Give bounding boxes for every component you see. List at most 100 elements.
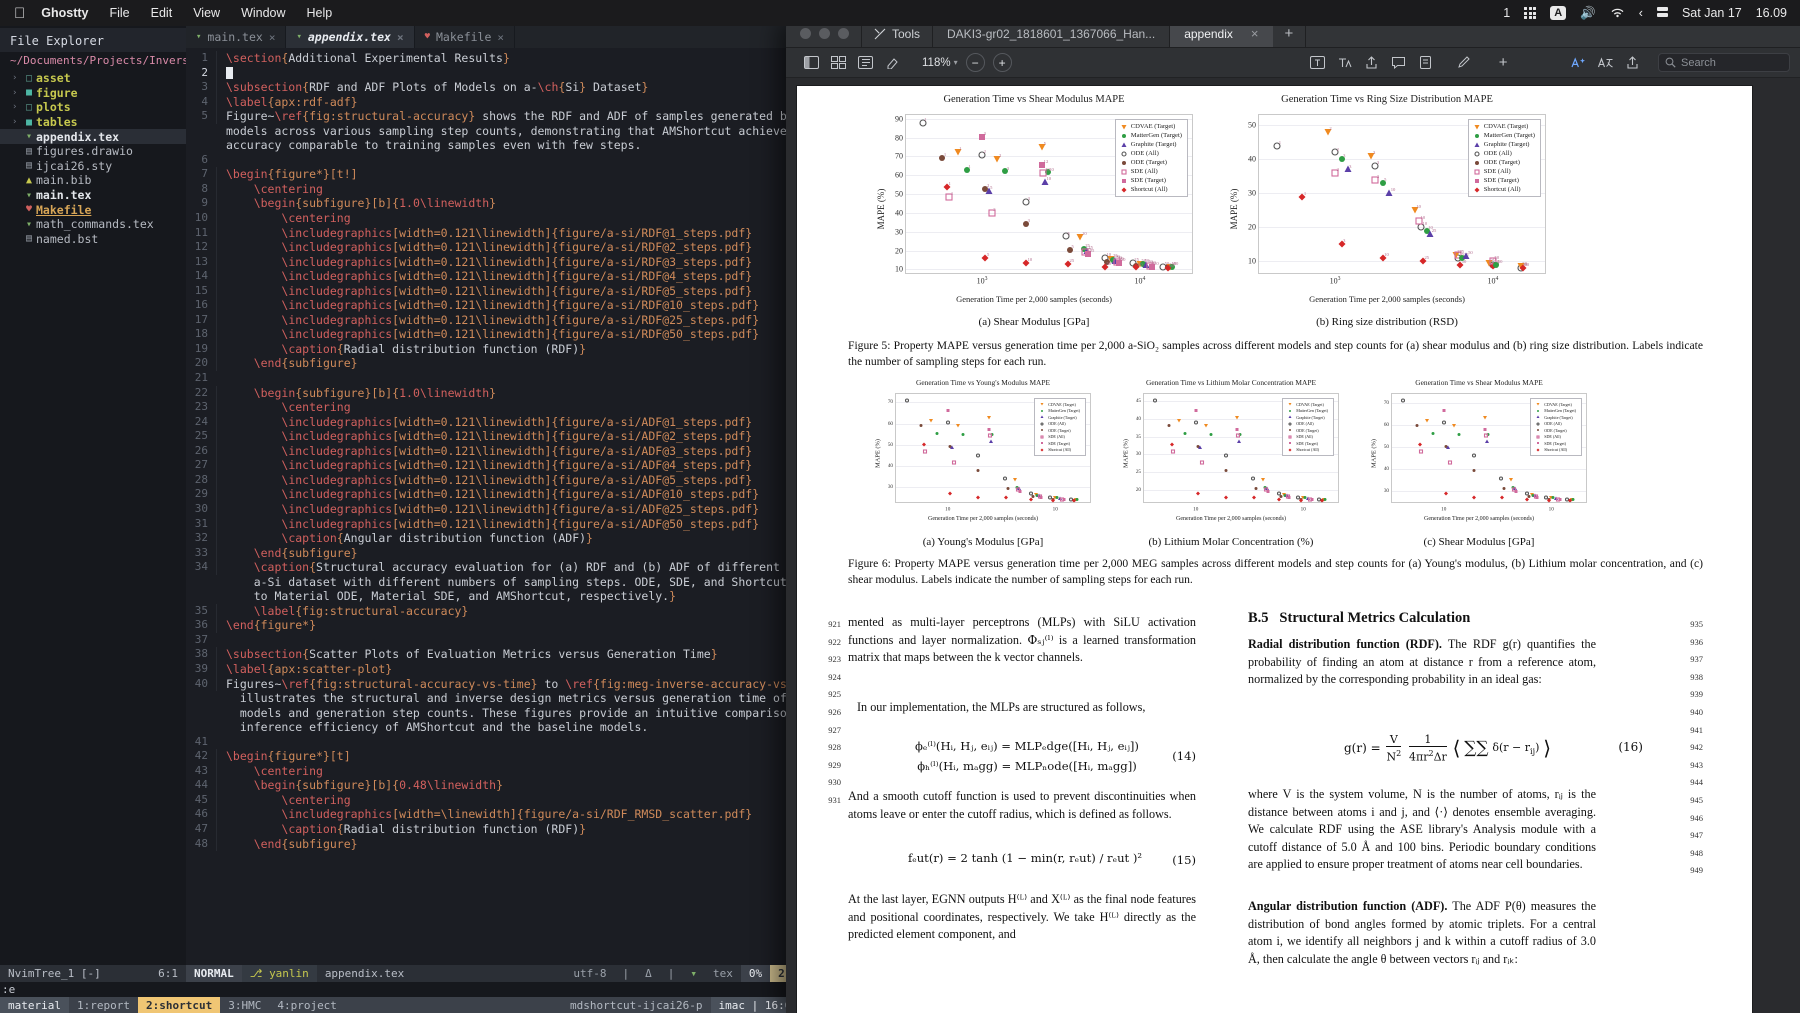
- chevron-right-icon[interactable]: ›: [12, 73, 18, 84]
- tmux-window-4-project[interactable]: 4:project: [277, 998, 337, 1012]
- stacks-icon[interactable]: [1656, 7, 1668, 19]
- ai-sparkle-icon[interactable]: [1565, 48, 1592, 78]
- close-icon[interactable]: ×: [1250, 26, 1259, 41]
- code-line[interactable]: 36 \end{figure*}: [186, 618, 806, 633]
- file-tree-item-tables[interactable]: › ■ tables: [0, 115, 186, 130]
- code-line[interactable]: models and generation step counts. These…: [186, 706, 806, 721]
- close-icon[interactable]: ×: [268, 30, 276, 44]
- code-line[interactable]: 32 \caption{Angular distribution functio…: [186, 531, 806, 546]
- speaker-icon[interactable]: 🔊: [1580, 5, 1596, 20]
- wifi-icon[interactable]: [1610, 7, 1625, 19]
- code-line[interactable]: 22 \begin{subfigure}[b]{1.0\linewidth}: [186, 385, 806, 401]
- code-line[interactable]: 42 \begin{figure*}[t]: [186, 749, 806, 764]
- file-tree-item-figure[interactable]: › ■ figure: [0, 86, 186, 101]
- code-line[interactable]: 10 \centering: [186, 211, 806, 226]
- control-center-chevron-icon[interactable]: ‹: [1638, 6, 1643, 20]
- editor-tab-makefile[interactable]: ♥ Makefile ×: [415, 26, 516, 48]
- plus-icon[interactable]: +: [1284, 25, 1294, 42]
- menu-item-help[interactable]: Help: [295, 6, 333, 20]
- editor-tab-appendix-tex[interactable]: ▾ appendix.tex ×: [286, 26, 415, 48]
- code-line[interactable]: 47 \caption{Radial distribution function…: [186, 821, 806, 837]
- code-line[interactable]: 4 \label{apx:rdf-adf}: [186, 94, 806, 110]
- code-line[interactable]: 23 \centering: [186, 400, 806, 415]
- code-line[interactable]: 21: [186, 371, 806, 386]
- translate-icon[interactable]: [1592, 48, 1619, 78]
- code-line[interactable]: 15 \includegraphics[width=0.121\linewidt…: [186, 283, 806, 299]
- code-line[interactable]: 7 \begin{figure*}[t!]: [186, 167, 806, 182]
- code-line[interactable]: 8 \centering: [186, 181, 806, 197]
- file-tree-item-asset[interactable]: › □ asset: [0, 71, 186, 86]
- file-tree-item-math-commands-tex[interactable]: ▾ math_commands.tex: [0, 217, 186, 232]
- code-line[interactable]: 25 \includegraphics[width=0.121\linewidt…: [186, 429, 806, 444]
- zoom-in-button[interactable]: +: [992, 53, 1012, 72]
- chevron-down-icon[interactable]: ▾: [953, 58, 958, 67]
- code-line[interactable]: inference efficiency of AMShortcut and t…: [186, 720, 806, 735]
- close-icon[interactable]: ×: [497, 30, 505, 44]
- file-tree-item-figures-drawio[interactable]: ▤ figures.drawio: [0, 144, 186, 159]
- tmux-window-2-shortcut[interactable]: 2:shortcut: [137, 997, 221, 1013]
- tmux-session-name[interactable]: material: [0, 997, 69, 1013]
- window-traffic-lights[interactable]: [786, 20, 861, 47]
- code-line[interactable]: 3 \subsection{RDF and ADF Plots of Models…: [186, 80, 806, 95]
- code-line[interactable]: 29 \includegraphics[width=0.121\linewidt…: [186, 487, 806, 502]
- pen-icon[interactable]: [1451, 48, 1478, 78]
- pdf-toolbar[interactable]: 118% ▾ − + + Search: [786, 48, 1800, 78]
- zoom-level-dropdown[interactable]: 118% ▾: [918, 57, 962, 69]
- code-line[interactable]: 26 \includegraphics[width=0.121\linewidt…: [186, 443, 806, 459]
- code-line[interactable]: 44 \begin{subfigure}[b]{0.48\linewidth}: [186, 778, 806, 793]
- text-format-icon[interactable]: [1331, 48, 1358, 78]
- code-line[interactable]: 34 \caption{Structural accuracy evaluati…: [186, 560, 806, 575]
- menu-item-window[interactable]: Window: [229, 6, 285, 20]
- code-line[interactable]: 30 \includegraphics[width=0.121\linewidt…: [186, 501, 806, 517]
- code-line[interactable]: 24 \includegraphics[width=0.121\linewidt…: [186, 414, 806, 430]
- pdf-tab-inactive[interactable]: DAKI3-gr02_1818601_1367066_Han...: [932, 20, 1169, 47]
- code-line[interactable]: 46 \includegraphics[width=\linewidth]{fi…: [186, 807, 806, 822]
- code-line[interactable]: 31 \includegraphics[width=0.121\linewidt…: [186, 516, 806, 532]
- highlight-icon[interactable]: [879, 48, 906, 78]
- zoom-out-button[interactable]: −: [965, 53, 985, 72]
- code-line[interactable]: 43 \centering: [186, 763, 806, 779]
- file-tree-item-main-bib[interactable]: ▲ main.bib: [0, 173, 186, 188]
- plus-icon[interactable]: +: [1498, 54, 1508, 71]
- code-line[interactable]: 38 \subsection{Scatter Plots of Evaluatio…: [186, 647, 806, 662]
- code-line[interactable]: 48 \end{subfigure}: [186, 836, 806, 852]
- code-line[interactable]: 12 \includegraphics[width=0.121\linewidt…: [186, 240, 806, 255]
- close-icon[interactable]: ×: [396, 30, 404, 44]
- code-line[interactable]: 13 \includegraphics[width=0.121\linewidt…: [186, 254, 806, 270]
- apple-logo-icon[interactable]: : [14, 6, 25, 21]
- ghostty-terminal-window[interactable]: File Explorer ~/Documents/Projects/Inver…: [0, 26, 806, 1013]
- menu-item-view[interactable]: View: [181, 6, 220, 20]
- input-source-indicator[interactable]: A: [1550, 6, 1567, 20]
- file-tree-item-main-tex[interactable]: ▾ main.tex: [0, 188, 186, 203]
- code-line[interactable]: 14 \includegraphics[width=0.121\linewidt…: [186, 269, 806, 284]
- code-line[interactable]: 37: [186, 633, 806, 648]
- menu-item-edit[interactable]: Edit: [139, 6, 173, 20]
- code-line[interactable]: 28 \includegraphics[width=0.121\linewidt…: [186, 472, 806, 488]
- code-line[interactable]: to Material ODE, Material SDE, and AMSho…: [186, 589, 806, 604]
- file-tree-item-makefile[interactable]: ♥ Makefile: [0, 202, 186, 217]
- text-select-icon[interactable]: [1304, 48, 1331, 78]
- code-line[interactable]: 39 \label{apx:scatter-plot}: [186, 661, 806, 677]
- code-line[interactable]: 33 \end{subfigure}: [186, 545, 806, 561]
- code-line[interactable]: a-Si dataset with different numbers of s…: [186, 575, 806, 590]
- pdf-viewer-window[interactable]: Tools DAKI3-gr02_1818601_1367066_Han... …: [786, 20, 1800, 1013]
- file-tree-item-ijcai26-sty[interactable]: ▤ ijcai26.sty: [0, 159, 186, 174]
- menu-item-file[interactable]: File: [98, 6, 129, 20]
- thumbnails-icon[interactable]: [825, 48, 852, 78]
- pdf-page[interactable]: Generation Time vs Shear Modulus MAPE MA…: [797, 86, 1752, 1013]
- search-input[interactable]: Search: [1658, 53, 1790, 72]
- code-line[interactable]: 41: [186, 735, 806, 750]
- code-line[interactable]: 18 \includegraphics[width=0.121\linewidt…: [186, 327, 806, 342]
- menubar-clock[interactable]: 16.09: [1755, 6, 1787, 20]
- page-icon[interactable]: [1412, 48, 1439, 78]
- comment-icon[interactable]: [1385, 48, 1412, 78]
- outline-icon[interactable]: [852, 48, 879, 78]
- tmux-window-3-hmc[interactable]: 3:HMC: [228, 998, 262, 1012]
- nvim-command-line[interactable]: :e: [0, 982, 806, 997]
- code-line[interactable]: models across various sampling step coun…: [186, 124, 806, 139]
- share-up-icon[interactable]: [1358, 48, 1385, 78]
- menu-item-ghostty[interactable]: Ghostty: [30, 6, 88, 20]
- editor-tab-main-tex[interactable]: ▾ main.tex ×: [186, 26, 287, 48]
- code-line[interactable]: 16 \includegraphics[width=0.121\linewidt…: [186, 298, 806, 313]
- nvim-tree-file-explorer[interactable]: File Explorer ~/Documents/Projects/Inver…: [0, 26, 186, 965]
